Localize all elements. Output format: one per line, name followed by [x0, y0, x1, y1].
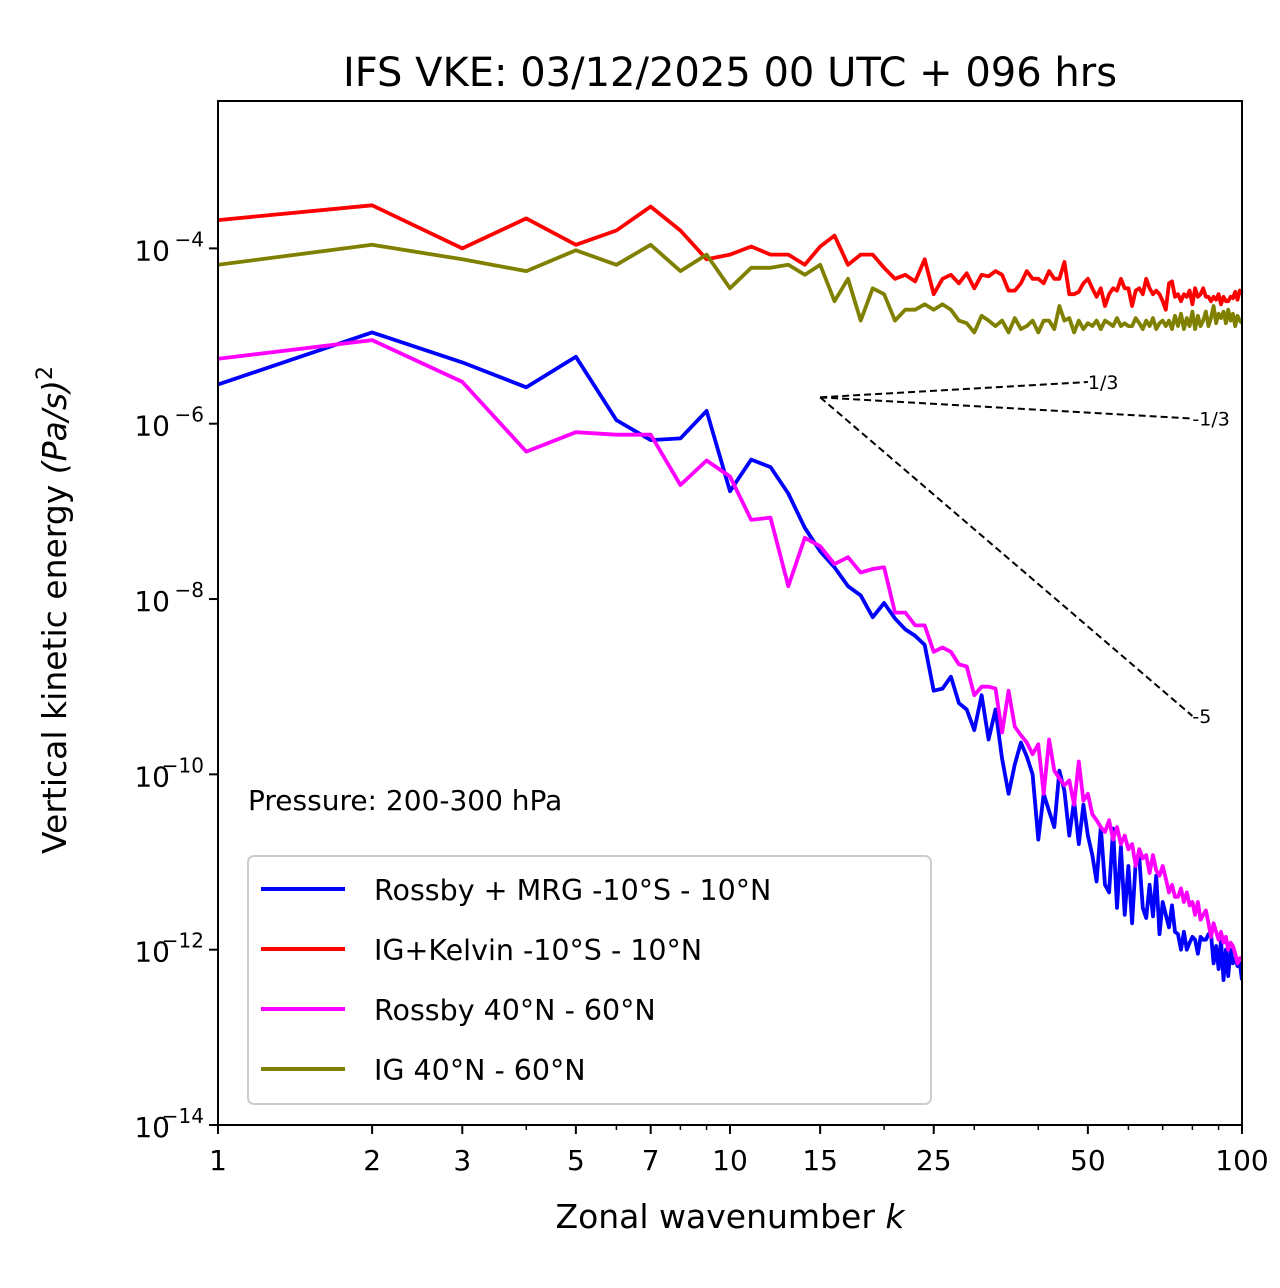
x-axis-label: Zonal wavenumber k [555, 1197, 906, 1236]
y-axis-label-unit: (Pa/s) [35, 380, 74, 474]
y-tick-exponent: −14 [162, 1104, 204, 1128]
legend-label-4: IG 40°N - 60°N [374, 1054, 586, 1087]
reference-slopes: 1/3 -1/3 -5 [819, 372, 1230, 728]
y-axis-label: Vertical kinetic energy (Pa/s)2 [33, 366, 74, 854]
series-line-2 [218, 203, 1242, 312]
y-tick-exponent: −12 [162, 929, 204, 953]
legend: Rossby + MRG -10°S - 10°N IG+Kelvin -10°S… [247, 855, 932, 1105]
slope-line-3 [819, 396, 1194, 717]
legend-label-2: IG+Kelvin -10°S - 10°N [374, 934, 702, 967]
slope-label-2: -1/3 [1192, 409, 1229, 431]
chart-title: IFS VKE: 03/12/2025 00 UTC + 096 hrs [343, 50, 1117, 96]
y-tick-label: 10 [134, 585, 170, 618]
y-axis-label-text: Vertical kinetic energy [35, 485, 74, 854]
y-tick-exponent: −4 [175, 227, 204, 251]
slope-label-1: 1/3 [1088, 372, 1119, 394]
x-tick-label: 7 [642, 1144, 660, 1177]
series-line-4 [218, 242, 1242, 335]
legend-label-3: Rossby 40°N - 60°N [374, 994, 656, 1027]
slope-label-3: -5 [1192, 706, 1211, 728]
x-axis-ticks: 1 2 3 5 7 10 15 25 50 100 [209, 1125, 1269, 1177]
pressure-annotation: Pressure: 200-300 hPa [248, 784, 562, 817]
x-tick-label: 25 [916, 1144, 952, 1177]
y-tick-exponent: −8 [175, 578, 204, 602]
series-group [218, 203, 1242, 982]
y-tick-label: 10 [134, 760, 170, 793]
x-tick-label: 2 [363, 1144, 381, 1177]
y-tick-exponent: −6 [175, 403, 204, 427]
x-axis-label-text: Zonal wavenumber [555, 1197, 875, 1236]
x-tick-label: 3 [453, 1144, 471, 1177]
x-tick-label: 100 [1215, 1144, 1268, 1177]
slope-line-2 [820, 396, 1193, 420]
x-tick-label: 5 [567, 1144, 585, 1177]
y-axis-label-exp: 2 [33, 366, 58, 380]
x-tick-label: 15 [802, 1144, 838, 1177]
y-tick-label: 10 [134, 936, 170, 969]
x-tick-label: 50 [1070, 1144, 1106, 1177]
x-axis-label-var: k [885, 1197, 906, 1236]
y-tick-label: 10 [134, 410, 170, 443]
series-line-1 [218, 330, 1242, 982]
x-tick-label: 10 [712, 1144, 748, 1177]
x-tick-label: 1 [209, 1144, 227, 1177]
slope-line-1 [820, 381, 1088, 399]
legend-box [247, 855, 932, 1105]
y-tick-exponent: −10 [162, 753, 204, 777]
series-line-3 [218, 338, 1242, 966]
y-tick-label: 10 [134, 234, 170, 267]
y-tick-label: 10 [134, 1111, 170, 1144]
legend-label-1: Rossby + MRG -10°S - 10°N [374, 874, 771, 907]
